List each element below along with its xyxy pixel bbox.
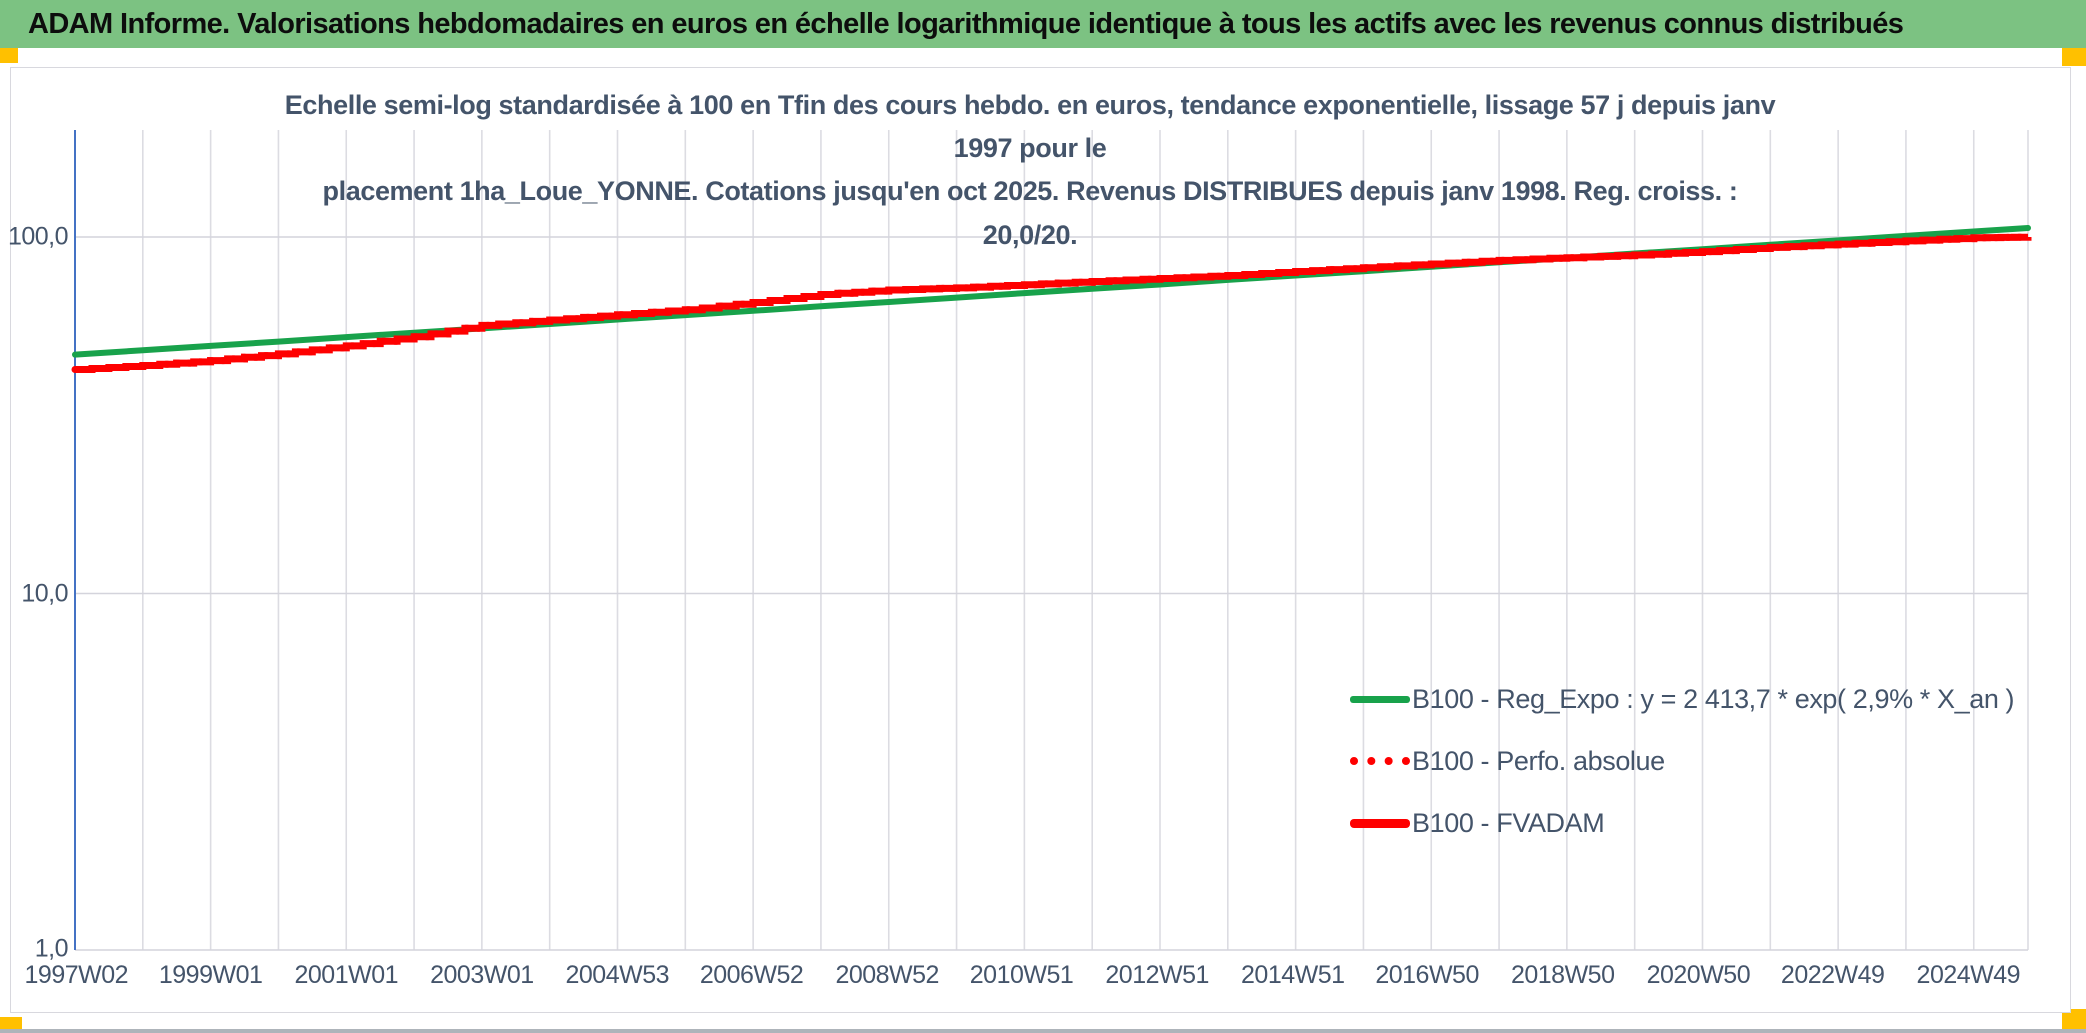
legend-item-reg-expo[interactable]: B100 - Reg_Expo : y = 2 413,7 * exp( 2,9…: [1350, 668, 2015, 730]
selection-handle-left[interactable]: [0, 48, 18, 63]
x-tick-label: 2010W51: [969, 961, 1074, 989]
legend-item-perfo-absolue[interactable]: B100 - Perfo. absolue: [1350, 730, 2014, 792]
legend-swatch-green-line-icon: [1350, 695, 1410, 703]
legend-swatch-red-line-icon: [1350, 818, 1410, 828]
series-line: [75, 233, 2032, 373]
x-tick-label: 2020W50: [1646, 961, 1751, 989]
legend-label: B100 - Reg_Expo : y = 2 413,7 * exp( 2,9…: [1412, 683, 2015, 714]
y-tick-label-1: 1,0: [34, 934, 69, 963]
y-tick-label-10: 10,0: [21, 579, 68, 608]
x-tick-label: 2022W49: [1780, 961, 1885, 989]
chart-title-line-2: placement 1ha_Loue_YONNE. Cotations jusq…: [322, 176, 1738, 250]
x-tick-label: 2014W51: [1241, 961, 1345, 989]
header-bar: ADAM Informe. Valorisations hebdomadaire…: [0, 0, 2086, 48]
legend-item-fvadam[interactable]: B100 - FVADAM: [1350, 792, 2014, 854]
legend-label: B100 - Perfo. absolue: [1412, 745, 1665, 776]
chart-title: Echelle semi-log standardisée à 100 en T…: [280, 84, 1780, 257]
x-tick-label: 1999W01: [158, 961, 263, 989]
chart-title-line-1: Echelle semi-log standardisée à 100 en T…: [284, 90, 1776, 164]
x-tick-label: 2001W01: [294, 961, 399, 989]
x-tick-label: 1997W02: [24, 961, 129, 989]
x-tick-label: 2018W50: [1510, 961, 1615, 989]
y-tick-label-100: 100,0: [7, 222, 69, 251]
x-tick-label: 2003W01: [430, 961, 534, 989]
x-tick-label: 2008W52: [835, 961, 939, 989]
page-title: ADAM Informe. Valorisations hebdomadaire…: [28, 7, 1904, 40]
window-bottom-edge: [0, 1029, 2086, 1033]
chart-legend: B100 - Reg_Expo : y = 2 413,7 * exp( 2,9…: [1350, 668, 2015, 854]
legend-label: B100 - FVADAM: [1412, 807, 1605, 838]
chart-panel: [10, 67, 2071, 1013]
x-tick-label: 2016W50: [1375, 961, 1479, 989]
series-dotted-line: [71, 233, 2032, 373]
x-tick-label: 2004W53: [565, 961, 670, 989]
x-tick-label: 2006W52: [699, 961, 804, 989]
legend-swatch-red-dotted-line-icon: [1350, 757, 1410, 765]
selection-handle-right[interactable]: [2062, 48, 2086, 66]
x-tick-label: 2024W49: [1916, 961, 2021, 989]
x-tick-label: 2012W51: [1105, 961, 1209, 989]
